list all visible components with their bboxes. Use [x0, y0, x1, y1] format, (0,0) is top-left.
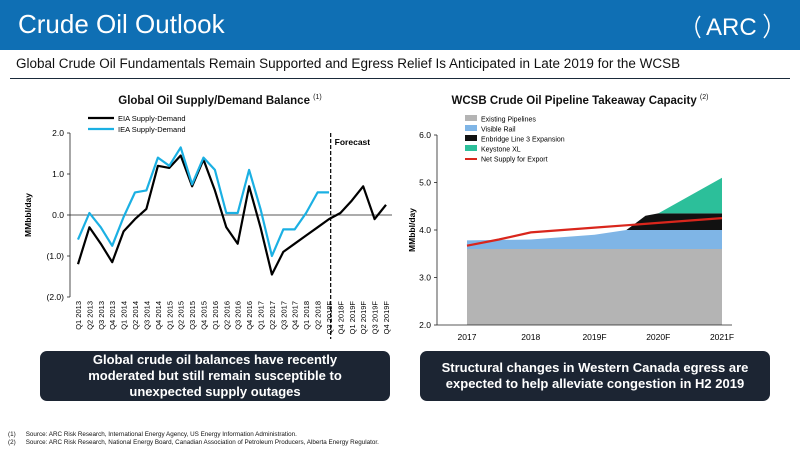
- x-tick-label: Q2 2017: [268, 301, 277, 330]
- keystone-xl-area: [467, 177, 722, 241]
- y-tick-label: 0.0: [52, 210, 64, 220]
- footnote-2-num: (2): [8, 439, 16, 446]
- x-tick-label: Q4 2014: [154, 301, 163, 330]
- header-bar: Crude Oil Outlook ARC: [0, 0, 800, 50]
- y-tick-label: 3.0: [419, 273, 431, 283]
- x-tick-label: Q2 2019F: [359, 301, 368, 335]
- left-chart-title: Global Oil Supply/Demand Balance (1): [95, 94, 345, 107]
- footnotes: (1) Source: ARC Risk Research, Internatio…: [8, 431, 379, 447]
- net-supply-line: [466, 217, 723, 247]
- enbridge-line3-area: [467, 213, 722, 241]
- x-tick-label: Q1 2019F: [348, 301, 357, 335]
- x-tick-label: Q3 2013: [97, 301, 106, 330]
- x-tick-label: 2019F: [582, 332, 606, 342]
- y-axis-label: MMbbl/day: [407, 208, 417, 252]
- slide-subtitle: Global Crude Oil Fundamentals Remain Sup…: [16, 56, 681, 71]
- y-tick-label: 6.0: [419, 130, 431, 140]
- forecast-label: Forecast: [335, 137, 371, 147]
- x-tick-label: Q1 2014: [120, 301, 129, 330]
- x-tick-label: Q2 2015: [177, 301, 186, 330]
- x-tick-label: Q4 2017: [291, 301, 300, 330]
- arc-logo: ARC: [695, 13, 770, 41]
- legend-swatch: [465, 135, 477, 141]
- existing-pipelines-area: [467, 249, 722, 325]
- x-tick-label: 2017: [458, 332, 477, 342]
- footnote-2-text: Source: ARC Risk Research, National Ener…: [25, 439, 379, 446]
- x-tick-label: Q4 2016: [245, 301, 254, 330]
- x-tick-label: Q4 2019F: [382, 301, 391, 335]
- legend-swatch: [465, 125, 477, 131]
- right-chart-title: WCSB Crude Oil Pipeline Takeaway Capacit…: [430, 94, 730, 107]
- footnote-1: (1) Source: ARC Risk Research, Internatio…: [8, 431, 379, 439]
- y-tick-label: (1.0): [47, 251, 65, 261]
- x-tick-label: Q4 2015: [199, 301, 208, 330]
- x-tick-label: Q2 2013: [85, 301, 94, 330]
- footnote-2: (2) Source: ARC Risk Research, National E…: [8, 439, 379, 447]
- y-tick-label: 1.0: [52, 169, 64, 179]
- x-tick-label: Q3 2017: [279, 301, 288, 330]
- legend-label: Visible Rail: [481, 127, 516, 134]
- visible-rail-area: [467, 230, 722, 249]
- divider-line: [10, 78, 790, 79]
- x-tick-label: Q1 2018: [302, 301, 311, 330]
- legend-label: Keystone XL: [481, 147, 521, 154]
- legend-label: IEA Supply-Demand: [118, 125, 186, 134]
- takeaway-capacity-chart: 2.0 3.0 4.0 5.0 6.0 MMbbl/day 2017 2018 2019F 202…: [407, 115, 734, 342]
- right-chart-title-text: WCSB Crude Oil Pipeline Takeaway Capacit…: [451, 94, 697, 107]
- logo-text: ARC: [706, 14, 757, 41]
- x-tick-label: Q1 2015: [165, 301, 174, 330]
- x-tick-label: Q3 2015: [188, 301, 197, 330]
- y-tick-label: 5.0: [419, 178, 431, 188]
- legend-label: EIA Supply-Demand: [118, 114, 186, 123]
- left-chart-title-note: (1): [313, 94, 322, 101]
- x-tick-label: Q1 2016: [211, 301, 220, 330]
- eia-series-line: [76, 154, 387, 276]
- x-tick-label: 2021F: [710, 332, 734, 342]
- right-callout: Structural changes in Western Canada egr…: [420, 351, 770, 401]
- legend-label: Enbridge Line 3 Expansion: [481, 137, 565, 144]
- y-axis-label: MMbbl/day: [23, 193, 33, 237]
- x-tick-label: Q2 2018: [314, 301, 323, 330]
- left-chart-title-text: Global Oil Supply/Demand Balance: [118, 94, 310, 107]
- x-tick-label: Q2 2014: [131, 301, 140, 330]
- y-tick-label: (2.0): [47, 292, 65, 302]
- y-tick-label: 2.0: [419, 320, 431, 330]
- x-tick-label: Q4 2013: [108, 301, 117, 330]
- x-tick-label: Q2 2016: [222, 301, 231, 330]
- iea-series-line: [76, 146, 329, 258]
- right-chart-title-note: (2): [699, 94, 709, 101]
- left-callout: Global crude oil balances have recently …: [40, 351, 390, 401]
- x-tick-label: Q4 2018F: [336, 301, 345, 335]
- page-title: Crude Oil Outlook: [18, 9, 225, 39]
- x-tick-label: Q3 2016: [234, 301, 243, 330]
- y-tick-label: 4.0: [419, 225, 431, 235]
- x-tick-label: Q3 2014: [142, 301, 151, 330]
- x-tick-label: Q3 2018F: [325, 301, 334, 335]
- x-tick-label: Q3 2019F: [371, 301, 380, 335]
- legend-label: Existing Pipelines: [481, 117, 536, 124]
- x-tick-label: 2020F: [646, 332, 670, 342]
- x-tick-label: Q1 2017: [257, 301, 266, 330]
- legend-swatch: [465, 145, 477, 151]
- legend-swatch: [465, 115, 477, 121]
- x-tick-label: Q1 2013: [74, 301, 83, 330]
- y-tick-label: 2.0: [52, 128, 64, 138]
- footnote-1-text: Source: ARC Risk Research, International…: [25, 431, 297, 438]
- footnote-1-num: (1): [8, 431, 16, 438]
- x-tick-label: 2018: [521, 332, 540, 342]
- legend-label: Net Supply for Export: [481, 157, 548, 164]
